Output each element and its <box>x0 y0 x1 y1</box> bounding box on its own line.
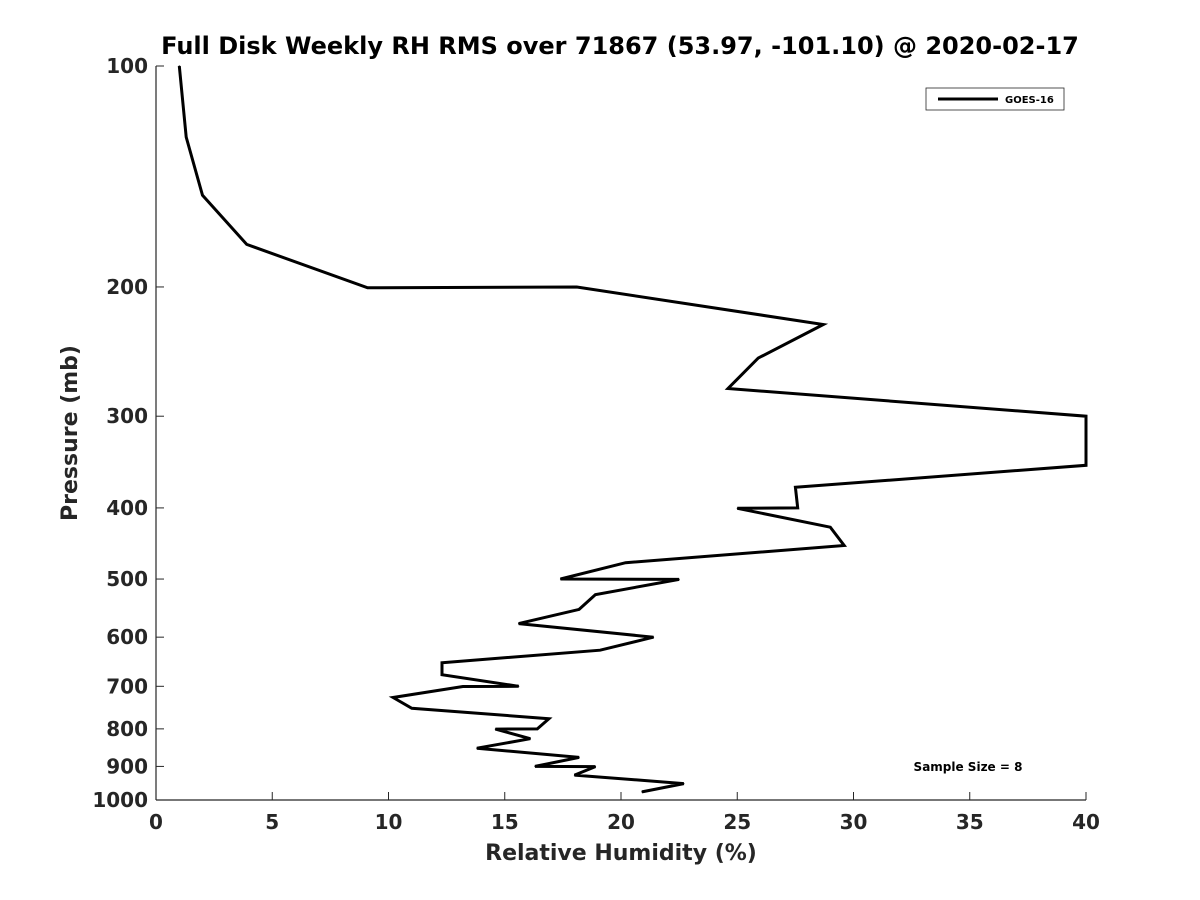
data-point <box>727 387 729 390</box>
y-tick-label: 900 <box>106 754 148 778</box>
data-point <box>392 696 394 699</box>
x-tick-label: 20 <box>607 810 635 834</box>
data-point <box>201 194 204 196</box>
y-tick-label: 100 <box>106 54 148 78</box>
data-point <box>822 323 824 326</box>
y-tick-label: 600 <box>106 625 148 649</box>
y-tick-label: 400 <box>106 496 148 520</box>
data-point <box>736 507 738 509</box>
x-tick-label: 15 <box>491 810 519 834</box>
data-point <box>650 637 652 639</box>
x-axis-label: Relative Humidity (%) <box>485 841 757 866</box>
data-point <box>246 243 248 245</box>
x-tick-label: 40 <box>1072 810 1100 834</box>
data-point <box>462 685 464 688</box>
data-point <box>441 674 443 676</box>
y-tick-label: 800 <box>106 717 148 741</box>
data-point <box>441 662 443 664</box>
data-point <box>843 544 845 547</box>
data-point <box>1085 415 1087 417</box>
data-point <box>411 707 413 709</box>
data-point <box>797 507 799 509</box>
data-point <box>794 486 797 488</box>
x-tick-label: 0 <box>149 810 163 834</box>
y-axis-label: Pressure (mb) <box>58 345 83 521</box>
y-tick-label: 500 <box>106 567 148 591</box>
data-point <box>599 649 601 651</box>
data-point <box>683 783 685 785</box>
y-tick-label: 200 <box>106 275 148 299</box>
plot-axes <box>155 66 1086 801</box>
legend-label-goes16: GOES-16 <box>1005 95 1054 106</box>
data-point <box>529 738 531 740</box>
x-tick-label: 10 <box>375 810 403 834</box>
data-point <box>185 136 187 138</box>
x-tick-label: 25 <box>723 810 751 834</box>
y-ticks: 100 200 300 400 500 600 700 800 900 1000 <box>92 54 164 812</box>
data-point <box>476 747 478 749</box>
y-tick-label: 1000 <box>92 788 148 812</box>
data-point <box>548 718 550 720</box>
data-point <box>829 526 831 528</box>
y-tick-label: 700 <box>106 674 148 698</box>
data-point <box>594 594 597 596</box>
data-point <box>536 728 538 730</box>
data-point <box>494 728 496 730</box>
data-point <box>578 756 580 759</box>
data-point <box>678 578 680 581</box>
data-point <box>757 357 759 359</box>
data-point <box>559 578 562 580</box>
data-point <box>625 562 627 564</box>
data-point <box>1085 464 1087 466</box>
x-tick-label: 5 <box>265 810 279 834</box>
legend: GOES-16 <box>925 87 1065 111</box>
sample-size-annotation: Sample Size = 8 <box>914 760 1023 774</box>
data-point <box>573 774 576 776</box>
data-point <box>594 766 597 768</box>
data-point <box>518 685 520 687</box>
chart-title: Full Disk Weekly RH RMS over 71867 (53.9… <box>161 32 1079 60</box>
data-point <box>578 608 580 611</box>
x-tick-label: 30 <box>840 810 868 834</box>
data-point <box>641 791 643 793</box>
y-tick-label: 300 <box>106 404 148 428</box>
data-point <box>576 286 578 288</box>
data-point <box>534 765 536 768</box>
data-point <box>652 636 655 638</box>
x-ticks: 0 5 10 15 20 25 30 35 40 <box>149 792 1100 834</box>
series-line-goes16 <box>177 65 1088 794</box>
x-tick-label: 35 <box>956 810 984 834</box>
data-point <box>367 287 369 289</box>
data-point <box>518 623 520 625</box>
data-point <box>178 65 180 67</box>
series-layer <box>177 65 1088 794</box>
